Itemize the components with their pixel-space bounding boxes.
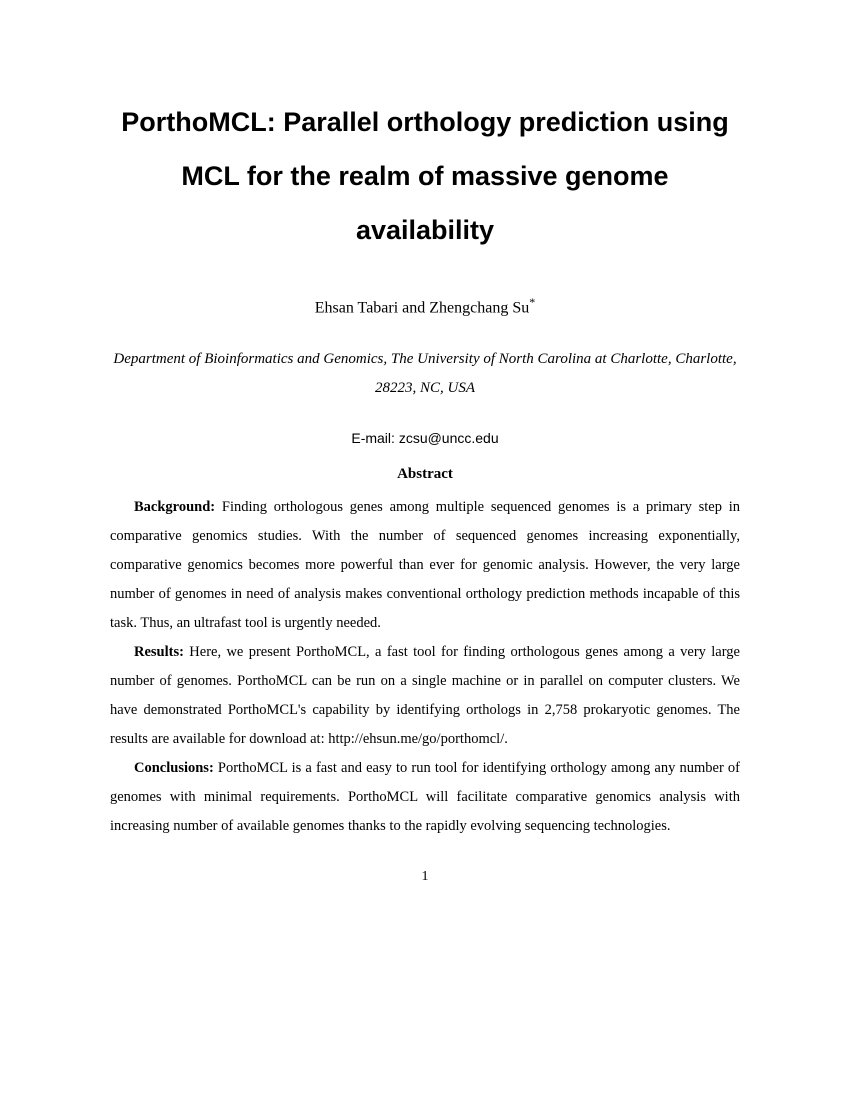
background-text: Finding orthologous genes among multiple… (110, 499, 740, 631)
abstract-background: Background: Finding orthologous genes am… (110, 493, 740, 638)
author-names: Ehsan Tabari and Zhengchang Su (315, 299, 530, 316)
abstract-heading: Abstract (110, 466, 740, 483)
abstract-body: Background: Finding orthologous genes am… (110, 493, 740, 841)
email-label: E-mail: (351, 430, 395, 446)
email-line: E-mail: zcsu@uncc.edu (110, 430, 740, 446)
corresponding-mark: * (529, 295, 535, 309)
abstract-conclusions: Conclusions: PorthoMCL is a fast and eas… (110, 754, 740, 841)
paper-title: PorthoMCL: Parallel orthology prediction… (110, 95, 740, 257)
authors: Ehsan Tabari and Zhengchang Su* (110, 295, 740, 317)
conclusions-label: Conclusions: (134, 760, 214, 776)
email-address: zcsu@uncc.edu (399, 430, 499, 446)
affiliation: Department of Bioinformatics and Genomic… (110, 345, 740, 402)
page-number: 1 (110, 869, 740, 885)
abstract-results: Results: Here, we present PorthoMCL, a f… (110, 638, 740, 754)
background-label: Background: (134, 499, 215, 515)
results-text: Here, we present PorthoMCL, a fast tool … (110, 644, 740, 747)
results-label: Results: (134, 644, 184, 660)
